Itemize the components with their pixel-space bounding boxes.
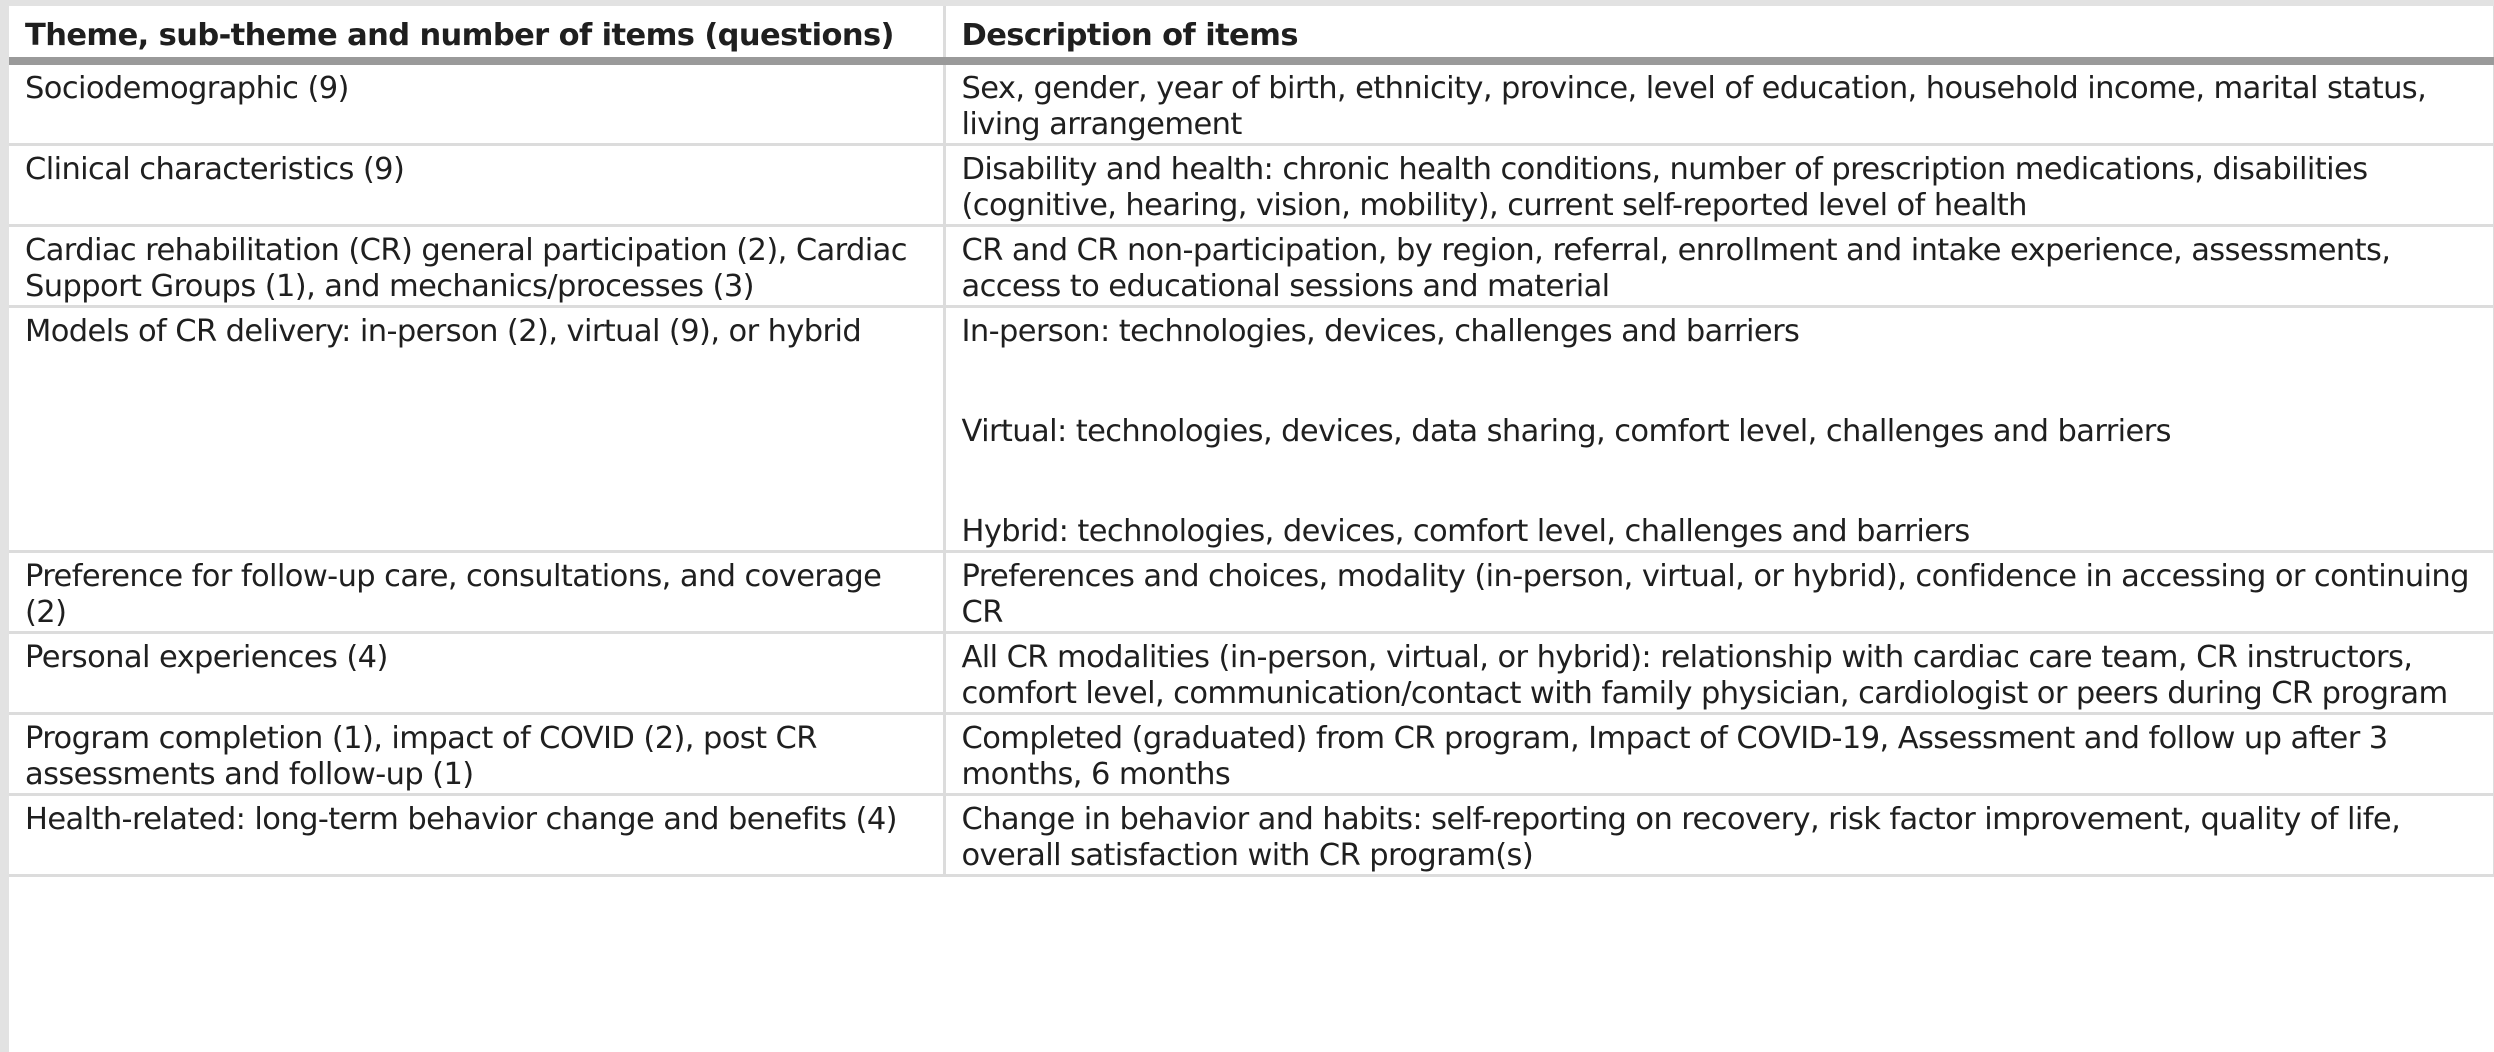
description-part-in-person: In-person: technologies, devices, challe… xyxy=(961,314,1800,349)
description-cell: Disability and health: chronic health co… xyxy=(944,144,2494,227)
table-row: Models of CR delivery: in-person (2), vi… xyxy=(9,306,2494,553)
description-cell: All CR modalities (in-person, virtual, o… xyxy=(944,632,2494,715)
theme-cell: Personal experiences (4) xyxy=(9,632,946,715)
table-header: Theme, sub-theme and number of items (qu… xyxy=(9,6,2494,65)
column-header-theme: Theme, sub-theme and number of items (qu… xyxy=(9,6,946,65)
description-cell: CR and CR non-participation, by region, … xyxy=(944,225,2494,308)
table-body: Sociodemographic (9) Sex, gender, year o… xyxy=(9,61,2494,877)
header-row: Theme, sub-theme and number of items (qu… xyxy=(9,6,2494,65)
table-row: Personal experiences (4) All CR modaliti… xyxy=(9,632,2494,715)
theme-cell: Preference for follow-up care, consultat… xyxy=(9,551,946,634)
description-cell: In-person: technologies, devices, challe… xyxy=(944,306,2494,553)
theme-cell: Program completion (1), impact of COVID … xyxy=(9,713,946,796)
theme-cell: Sociodemographic (9) xyxy=(9,61,946,146)
description-cell: Change in behavior and habits: self-repo… xyxy=(944,794,2494,877)
column-header-description: Description of items xyxy=(944,6,2494,65)
table-row: Preference for follow-up care, consultat… xyxy=(9,551,2494,634)
table-row: Clinical characteristics (9) Disability … xyxy=(9,144,2494,227)
description-cell: Preferences and choices, modality (in-pe… xyxy=(944,551,2494,634)
theme-cell: Cardiac rehabilitation (CR) general part… xyxy=(9,225,946,308)
description-cell: Sex, gender, year of birth, ethnicity, p… xyxy=(944,61,2494,146)
table-row: Program completion (1), impact of COVID … xyxy=(9,713,2494,796)
theme-cell: Models of CR delivery: in-person (2), vi… xyxy=(9,306,946,553)
table: Theme, sub-theme and number of items (qu… xyxy=(9,6,2494,877)
description-part-hybrid: Hybrid: technologies, devices, comfort l… xyxy=(961,514,1971,549)
table-row: Health-related: long-term behavior chang… xyxy=(9,794,2494,877)
theme-cell: Health-related: long-term behavior chang… xyxy=(9,794,946,877)
theme-cell: Clinical characteristics (9) xyxy=(9,144,946,227)
table-row: Cardiac rehabilitation (CR) general part… xyxy=(9,225,2494,308)
description-cell: Completed (graduated) from CR program, I… xyxy=(944,713,2494,796)
table-row: Sociodemographic (9) Sex, gender, year o… xyxy=(9,61,2494,146)
description-part-virtual: Virtual: technologies, devices, data sha… xyxy=(961,414,2172,449)
